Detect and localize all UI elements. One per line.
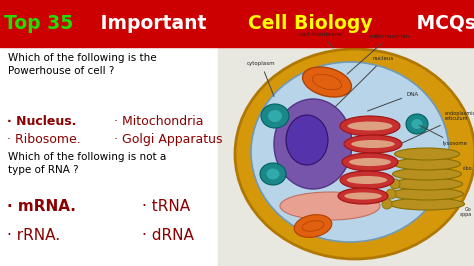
Text: · rRNA.: · rRNA. — [7, 228, 60, 243]
Ellipse shape — [393, 158, 461, 170]
Ellipse shape — [382, 199, 392, 209]
Ellipse shape — [251, 62, 449, 242]
Text: MCQs: MCQs — [410, 14, 474, 33]
Text: · Golgi Apparatus: · Golgi Apparatus — [114, 133, 222, 146]
Ellipse shape — [302, 67, 351, 97]
Ellipse shape — [411, 119, 422, 129]
Text: Important: Important — [94, 14, 213, 33]
Ellipse shape — [260, 163, 286, 185]
Text: Go
appa: Go appa — [460, 207, 472, 217]
Text: DNA: DNA — [368, 92, 419, 111]
Ellipse shape — [347, 176, 387, 184]
Ellipse shape — [266, 168, 280, 180]
Bar — [0, 0, 474, 47]
Text: · Ribosome.: · Ribosome. — [7, 133, 81, 146]
Text: · tRNA: · tRNA — [142, 199, 191, 214]
Ellipse shape — [391, 188, 464, 200]
Ellipse shape — [261, 104, 289, 128]
Text: Cell Biology: Cell Biology — [248, 14, 373, 33]
Text: Top 35: Top 35 — [4, 14, 73, 33]
Text: Which of the following is not a
type of RNA ?: Which of the following is not a type of … — [8, 152, 166, 175]
Text: cytoplasm: cytoplasm — [247, 61, 275, 96]
Ellipse shape — [340, 116, 400, 136]
Ellipse shape — [280, 192, 380, 220]
Bar — [218, 47, 474, 266]
Text: · Mitochondria: · Mitochondria — [114, 115, 203, 128]
Text: lysosome: lysosome — [419, 125, 468, 147]
Ellipse shape — [340, 171, 394, 189]
Ellipse shape — [347, 122, 392, 131]
Ellipse shape — [386, 189, 396, 199]
Ellipse shape — [274, 99, 352, 189]
Ellipse shape — [338, 188, 388, 204]
Text: ribo: ribo — [462, 167, 472, 172]
Text: · Nucleus.: · Nucleus. — [7, 115, 76, 128]
Ellipse shape — [392, 168, 462, 180]
Text: mitochondrion: mitochondrion — [347, 34, 410, 74]
Text: · mRNA.: · mRNA. — [7, 199, 76, 214]
Ellipse shape — [344, 135, 402, 153]
Ellipse shape — [342, 153, 398, 171]
Ellipse shape — [286, 115, 328, 165]
Text: nucleus: nucleus — [335, 56, 394, 107]
Ellipse shape — [294, 215, 332, 237]
Text: · dRNA: · dRNA — [142, 228, 194, 243]
Text: cell membrane: cell membrane — [300, 31, 342, 48]
Ellipse shape — [394, 148, 459, 160]
Text: endoplasmic
reticulum: endoplasmic reticulum — [402, 111, 474, 143]
Ellipse shape — [235, 49, 474, 259]
Ellipse shape — [344, 192, 382, 200]
Ellipse shape — [349, 158, 391, 166]
Ellipse shape — [351, 140, 395, 148]
Ellipse shape — [390, 198, 465, 210]
Ellipse shape — [406, 114, 428, 134]
Text: Which of the following is the
Powerhouse of cell ?: Which of the following is the Powerhouse… — [8, 53, 156, 76]
Bar — [0, 47, 218, 266]
Ellipse shape — [390, 179, 400, 189]
Ellipse shape — [268, 110, 282, 122]
Ellipse shape — [392, 178, 463, 190]
